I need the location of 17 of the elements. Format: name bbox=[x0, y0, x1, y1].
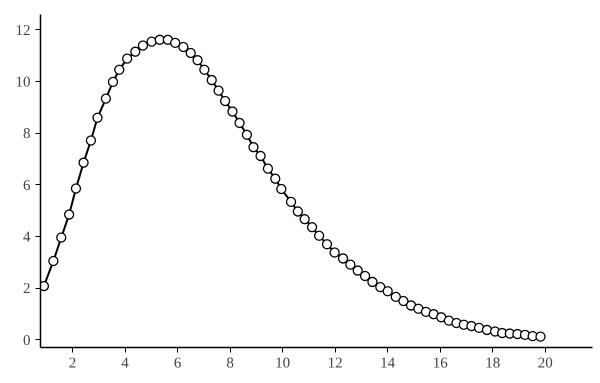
y-tick-label: 10 bbox=[16, 74, 30, 91]
x-tick-label: 14 bbox=[380, 356, 396, 372]
y-tick-label: 8 bbox=[23, 126, 30, 142]
y-tick-label: 0 bbox=[23, 332, 30, 349]
x-tick-label: 6 bbox=[174, 356, 182, 372]
x-tick-label: 4 bbox=[121, 356, 130, 372]
y-tick-label: 6 bbox=[23, 178, 31, 194]
x-tick-label: 10 bbox=[275, 356, 290, 372]
x-tick-label: 12 bbox=[328, 356, 343, 372]
y-tick-label: 4 bbox=[23, 230, 31, 246]
x-tick-label: 8 bbox=[226, 356, 234, 372]
x-tick-label: 16 bbox=[432, 356, 448, 372]
x-tick-label: 18 bbox=[485, 356, 500, 372]
y-tick-label: 12 bbox=[16, 22, 30, 39]
x-tick-label: 2 bbox=[68, 356, 76, 372]
y-tick-label: 2 bbox=[23, 281, 30, 298]
x-tick-label: 20 bbox=[538, 356, 553, 372]
